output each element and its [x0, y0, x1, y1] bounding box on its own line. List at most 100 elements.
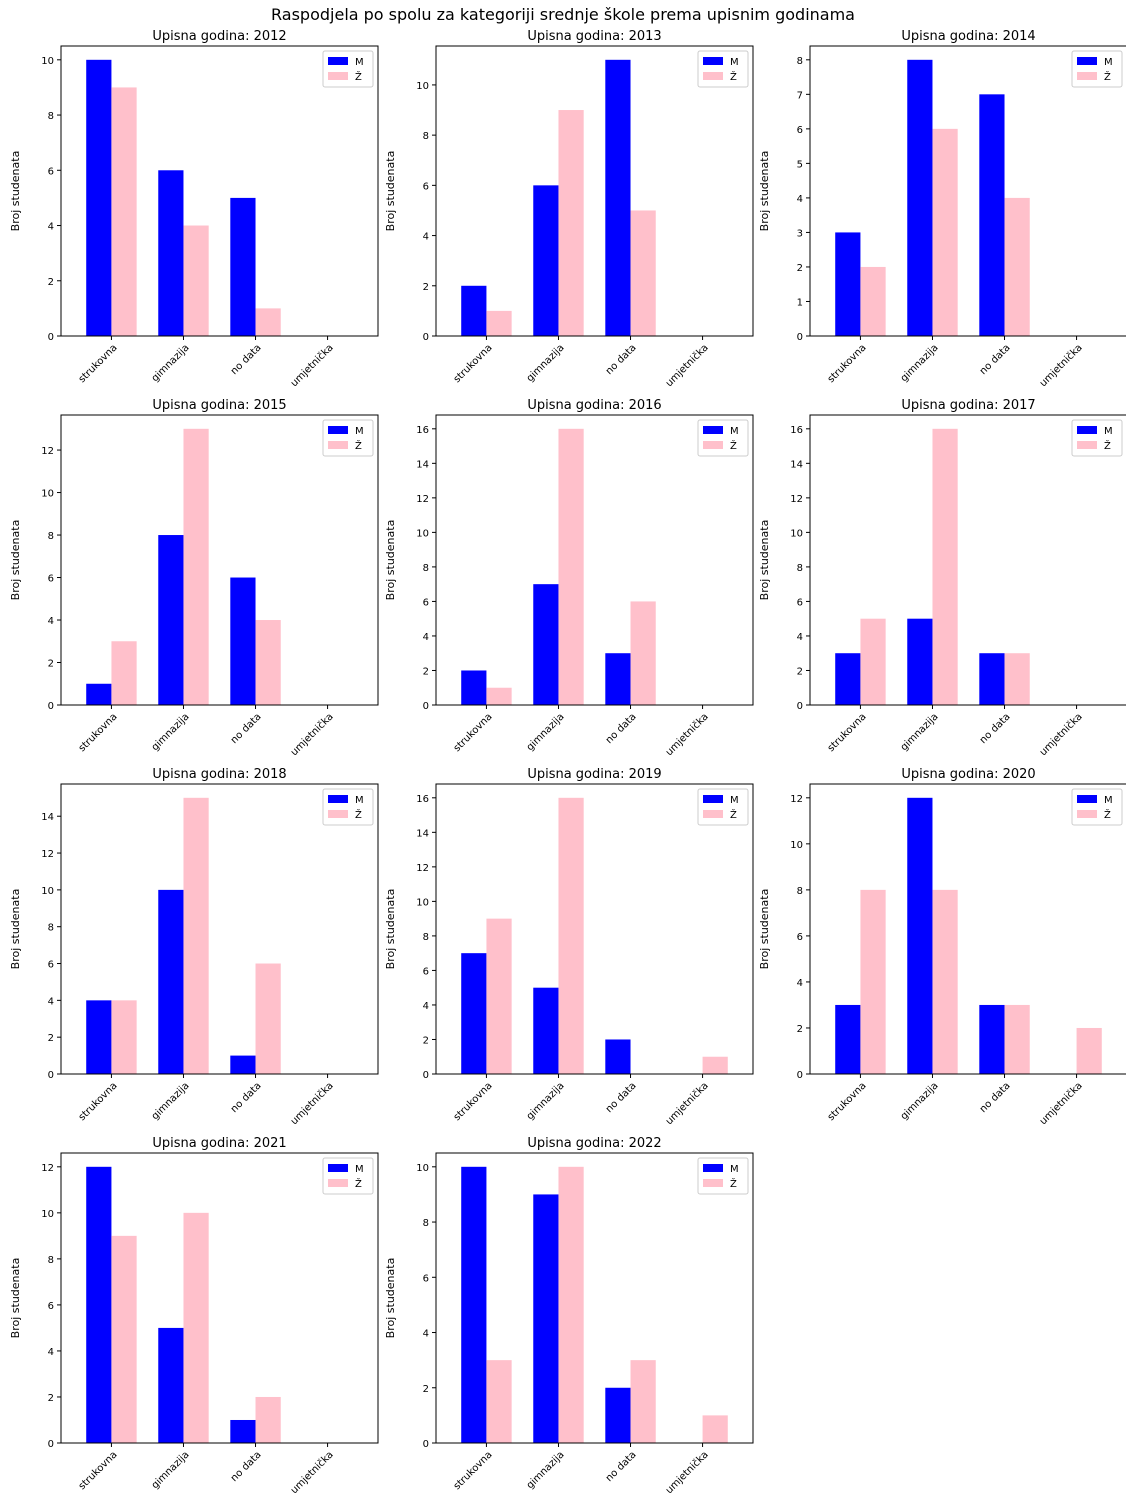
bar-m-2	[230, 197, 256, 336]
bar-m-1	[907, 59, 933, 337]
legend-swatch-m	[1077, 57, 1097, 65]
bar-m-1	[158, 535, 184, 705]
x-tick-label: gimnazija	[150, 1080, 192, 1122]
bar-m-2	[605, 1387, 631, 1443]
bar-z-1	[183, 797, 209, 1074]
y-tick-label: 4	[797, 194, 803, 205]
x-tick-label: no data	[229, 711, 264, 746]
legend-label: M	[1104, 57, 1113, 68]
y-tick-label: 16	[416, 794, 429, 805]
x-tick-label: gimnazija	[525, 1080, 567, 1122]
bar-z-3	[1076, 1027, 1102, 1074]
y-tick-label: 4	[48, 222, 54, 233]
y-tick-label: 10	[41, 1209, 54, 1220]
chart-panel-9: Upisna godina: 2021 Broj studenata 0 2 4 6 8 10…	[9, 1136, 379, 1496]
y-tick-label: 14	[416, 828, 429, 839]
chart-title: Upisna godina: 2015	[152, 398, 286, 413]
legend-swatch-z	[328, 1179, 348, 1187]
x-tick-label: strukovna	[826, 711, 869, 754]
bar-z-0	[860, 618, 886, 705]
y-tick-label: 6	[48, 574, 54, 585]
y-axis-label: Broj studenata	[384, 889, 397, 970]
x-tick-label: no data	[978, 711, 1013, 746]
bar-m-2	[605, 1039, 631, 1074]
x-tick-label: no data	[978, 342, 1013, 377]
y-tick-label: 0	[797, 1070, 803, 1081]
x-tick-label: strukovna	[77, 711, 120, 754]
legend-swatch-m	[703, 1164, 723, 1172]
legend-box	[322, 419, 374, 457]
chart-panel-7: Upisna godina: 2019 Broj studenata 0 2 4 6 8 10…	[384, 767, 754, 1127]
axes-frame	[60, 45, 379, 337]
y-tick-label: 14	[416, 459, 429, 470]
x-tick-label: no data	[978, 1080, 1013, 1115]
legend-swatch-z	[703, 72, 723, 80]
bar-m-2	[979, 653, 1005, 705]
axes-frame	[809, 414, 1126, 706]
y-tick-label: 2	[48, 1393, 54, 1404]
chart-panel-0: Upisna godina: 2012 Broj studenata 0 2 4 6 8 10…	[9, 29, 379, 389]
y-tick-label: 14	[41, 812, 54, 823]
chart-title: Upisna godina: 2013	[527, 29, 661, 44]
legend-box	[1071, 419, 1123, 457]
bar-m-0	[86, 1166, 112, 1443]
y-tick-label: 12	[41, 1163, 54, 1174]
bar-m-1	[158, 170, 184, 336]
chart-title: Upisna godina: 2018	[152, 767, 286, 782]
legend-swatch-m	[703, 426, 723, 434]
x-tick-label: gimnazija	[525, 1449, 567, 1491]
x-tick-label: gimnazija	[150, 342, 192, 384]
bar-z-1	[183, 1212, 209, 1443]
y-tick-label: 0	[423, 1070, 429, 1081]
y-tick-label: 12	[41, 446, 54, 457]
x-tick-label: gimnazija	[150, 711, 192, 753]
y-tick-label: 4	[423, 232, 429, 243]
y-tick-label: 2	[423, 666, 429, 677]
y-tick-label: 2	[48, 1033, 54, 1044]
legend-label: M	[730, 795, 739, 806]
bar-z-1	[558, 428, 584, 705]
y-tick-label: 14	[790, 459, 803, 470]
bar-m-0	[86, 1000, 112, 1074]
y-tick-label: 2	[48, 659, 54, 670]
y-tick-label: 8	[48, 923, 54, 934]
legend-swatch-m	[703, 795, 723, 803]
legend-swatch-m	[328, 57, 348, 65]
legend-box	[697, 788, 749, 826]
bar-z-1	[932, 428, 958, 705]
x-tick-label: umjetnička	[1037, 711, 1085, 759]
y-tick-label: 2	[797, 263, 803, 274]
axes-frame	[435, 45, 754, 337]
bar-z-0	[860, 889, 886, 1074]
y-tick-label: 10	[416, 81, 429, 92]
legend-label: M	[730, 57, 739, 68]
legend-swatch-z	[703, 1179, 723, 1187]
bar-z-2	[630, 210, 656, 336]
y-tick-label: 6	[797, 597, 803, 608]
x-tick-label: umjetnička	[663, 711, 711, 759]
y-tick-label: 0	[423, 332, 429, 343]
x-tick-label: umjetnička	[663, 1449, 711, 1497]
x-tick-label: gimnazija	[525, 342, 567, 384]
legend-label: Ž	[1104, 70, 1111, 83]
legend-swatch-z	[328, 441, 348, 449]
y-tick-label: 0	[797, 701, 803, 712]
y-tick-label: 8	[48, 111, 54, 122]
bar-z-1	[558, 110, 584, 336]
x-tick-label: strukovna	[826, 1080, 869, 1123]
x-tick-label: umjetnička	[288, 711, 336, 759]
bar-z-2	[1004, 197, 1030, 336]
y-tick-label: 16	[416, 425, 429, 436]
legend-label: Ž	[730, 1177, 737, 1190]
x-tick-label: strukovna	[77, 1080, 120, 1123]
bar-m-0	[835, 653, 861, 705]
legend-swatch-m	[328, 426, 348, 434]
x-tick-label: no data	[229, 342, 264, 377]
chart-panel-2: Upisna godina: 2014 Broj studenata 0 1 2 3 4 5 6…	[758, 29, 1126, 389]
bar-z-2	[630, 601, 656, 705]
bar-z-0	[860, 266, 886, 336]
legend-box	[1071, 50, 1123, 88]
legend-label: Ž	[730, 808, 737, 821]
y-tick-label: 4	[48, 616, 54, 627]
